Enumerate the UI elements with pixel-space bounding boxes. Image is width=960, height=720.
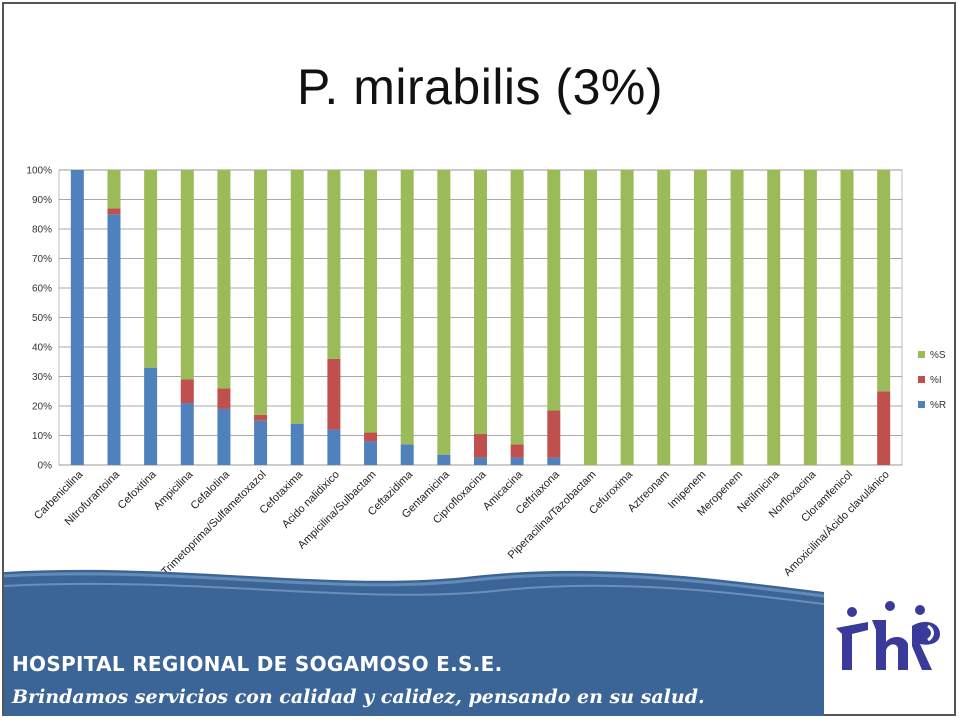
- hospital-name: HOSPITAL REGIONAL DE SOGAMOSO E.S.E.: [12, 652, 503, 676]
- y-tick-label: 60%: [32, 284, 52, 295]
- bar-segment-s: [657, 170, 671, 465]
- bar-segment-s: [254, 170, 268, 415]
- bar-segment-i: [364, 432, 378, 442]
- bar-segment-s: [327, 170, 341, 359]
- y-tick-label: 30%: [32, 372, 52, 383]
- hospital-logo: [836, 601, 940, 670]
- y-tick-label: 0%: [38, 461, 53, 472]
- bar-segment-i: [327, 358, 341, 430]
- bar-segment-s: [510, 170, 524, 445]
- legend-label: %I: [930, 375, 942, 386]
- y-tick-label: 80%: [32, 225, 52, 236]
- bar-segment-i: [254, 414, 268, 421]
- bar-segment-s: [693, 170, 707, 465]
- y-tick-label: 10%: [32, 431, 52, 442]
- bar-segment-s: [290, 170, 304, 424]
- legend-label: %S: [930, 350, 946, 361]
- y-tick-label: 40%: [32, 343, 52, 354]
- bar-segment-r: [510, 457, 524, 465]
- bar-segment-i: [474, 434, 487, 458]
- bar-segment-s: [107, 170, 121, 209]
- bar-segment-r: [327, 429, 341, 465]
- hospital-slogan: Brindamos servicios con calidad y calide…: [12, 686, 705, 708]
- legend-swatch: [918, 376, 925, 383]
- legend-swatch: [918, 401, 925, 408]
- bar-segment-s: [547, 170, 561, 411]
- y-tick-label: 50%: [32, 313, 52, 324]
- bar-segment-i: [547, 410, 561, 458]
- x-tick-label: Ampicilina: [151, 468, 196, 513]
- bar-segment-r: [474, 457, 487, 465]
- bar-segment-s: [400, 170, 414, 445]
- bar-segment-r: [437, 454, 451, 465]
- bar-segment-s: [767, 170, 781, 465]
- bar-segment-r: [400, 444, 414, 465]
- bar-segment-i: [107, 208, 121, 215]
- bar-segment-r: [144, 367, 158, 465]
- legend-label: %R: [930, 400, 946, 411]
- bar-segment-r: [217, 408, 231, 465]
- bar-segment-s: [583, 170, 597, 465]
- bar-segment-s: [730, 170, 744, 465]
- legend-swatch: [918, 351, 925, 358]
- y-tick-label: 20%: [32, 402, 52, 413]
- bar-segment-r: [547, 457, 561, 465]
- bar-segment-r: [290, 423, 304, 465]
- y-tick-label: 90%: [32, 195, 52, 206]
- bar-segment-s: [180, 170, 194, 380]
- bar-segment-r: [107, 214, 121, 465]
- bar-segment-r: [180, 403, 194, 465]
- bar-segment-s: [840, 170, 854, 465]
- bar-segment-i: [217, 388, 231, 409]
- bar-segment-i: [877, 391, 891, 465]
- footer-band: [4, 569, 824, 716]
- bar-segment-s: [364, 170, 378, 433]
- bar-segment-s: [877, 170, 891, 392]
- bar-segment-r: [254, 420, 268, 465]
- bar-segment-s: [437, 170, 451, 455]
- bar-segment-s: [144, 170, 158, 368]
- slide-title: P. mirabilis (3%): [297, 59, 663, 115]
- y-tick-label: 100%: [26, 166, 52, 177]
- bar-segment-s: [620, 170, 634, 465]
- bar-segment-s: [474, 170, 487, 435]
- bar-segment-r: [364, 441, 378, 465]
- bar-segment-s: [217, 170, 231, 389]
- y-tick-label: 70%: [32, 254, 52, 265]
- bar-segment-i: [180, 379, 194, 404]
- bar-segment-s: [803, 170, 817, 465]
- bar-segment-r: [70, 170, 84, 465]
- bar-segment-i: [510, 444, 524, 458]
